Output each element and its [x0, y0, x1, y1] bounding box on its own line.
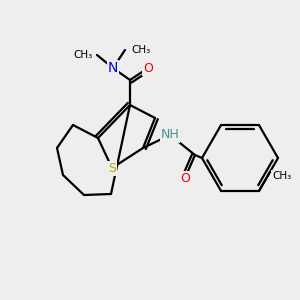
Text: O: O — [143, 61, 153, 74]
Text: S: S — [108, 161, 116, 175]
Text: NH: NH — [160, 128, 179, 142]
Text: CH₃: CH₃ — [272, 171, 291, 181]
Text: CH₃: CH₃ — [131, 45, 150, 55]
Text: CH₃: CH₃ — [74, 50, 93, 60]
Text: N: N — [108, 61, 118, 75]
Text: O: O — [180, 172, 190, 184]
